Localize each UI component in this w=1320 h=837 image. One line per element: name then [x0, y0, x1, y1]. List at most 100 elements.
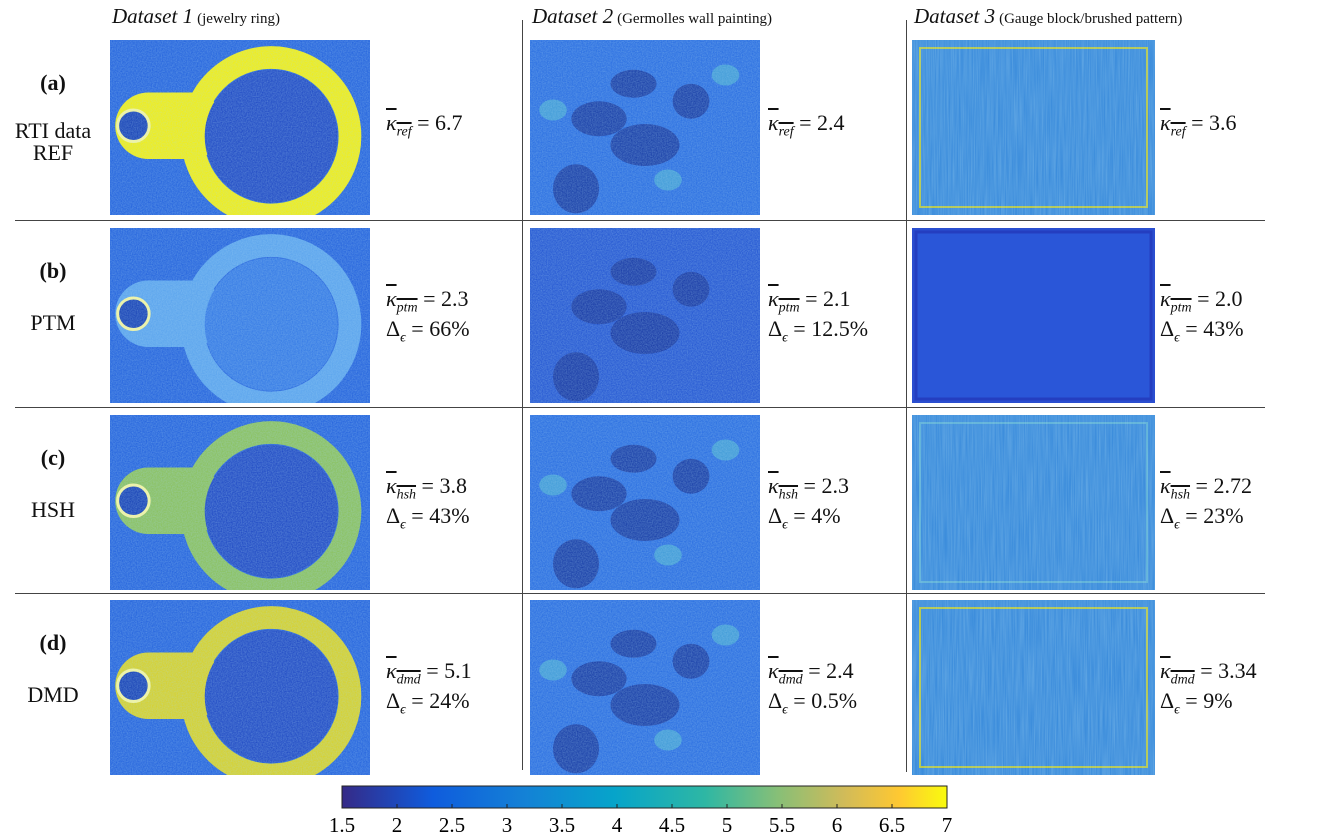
method-label: PTM [30, 310, 76, 335]
row-separator [15, 593, 1265, 594]
result-image [110, 228, 370, 403]
delta-metric: Δϵ = 4% [768, 503, 841, 533]
kappa-metric: κref = 3.6 [1160, 110, 1237, 140]
result-image [110, 40, 370, 215]
result-image [530, 600, 760, 775]
delta-metric: Δϵ = 0.5% [768, 688, 857, 718]
delta-symbol: Δϵ [1160, 688, 1180, 717]
equals: = [808, 658, 821, 683]
delta-symbol: Δϵ [768, 503, 788, 532]
kappa-metric: κhsh = 3.8 [386, 473, 467, 503]
delta-value: 43% [1203, 316, 1244, 341]
kappa-metric: κptm = 2.0 [1160, 286, 1242, 316]
method-label: HSH [30, 497, 75, 522]
kappa-subscript: hsh [396, 487, 417, 503]
delta-metric: Δϵ = 43% [386, 503, 470, 533]
kappa: κ [386, 110, 397, 135]
equals: = [793, 316, 806, 341]
row-separator [15, 220, 1265, 221]
colorbar-gradient [341, 785, 948, 809]
column-separator [522, 20, 523, 770]
result-image [530, 228, 760, 403]
delta: Δ [768, 688, 783, 713]
kappa-subscript: dmd [396, 672, 421, 688]
equals: = [793, 503, 806, 528]
delta-subscript: ϵ [1174, 517, 1180, 533]
equals: = [426, 658, 439, 683]
delta-subscript: ϵ [400, 702, 406, 718]
equals: = [411, 688, 424, 713]
kappa-metric: κref = 6.7 [386, 110, 463, 140]
delta: Δ [1160, 688, 1175, 713]
kappa: κ [1160, 286, 1171, 311]
delta-metric: Δϵ = 12.5% [768, 316, 868, 346]
column-header: Dataset 3 (Gauge block/brushed pattern) [914, 4, 1182, 29]
kappa-metric: κptm = 2.1 [768, 286, 850, 316]
colorbar-tick-label: 6 [832, 813, 843, 837]
colorbar: 1.5 2 2.5 3 3.5 4 4.5 5 5.5 6 6.5 7 [330, 785, 952, 837]
equals: = [805, 286, 818, 311]
result-image [912, 415, 1155, 590]
method-label: REF [32, 140, 74, 165]
delta-subscript: ϵ [782, 330, 788, 346]
kappa-symbol: κref [768, 110, 794, 139]
column-title: Dataset 1 [112, 4, 194, 28]
kappa: κ [768, 473, 779, 498]
kappa-value: 2.4 [817, 110, 845, 135]
kappa-subscript: dmd [1170, 672, 1195, 688]
column-subtitle: (Gauge block/brushed pattern) [999, 11, 1183, 27]
kappa-value: 6.7 [435, 110, 463, 135]
kappa-subscript: ref [396, 124, 412, 140]
kappa: κ [1160, 658, 1171, 683]
delta-symbol: Δϵ [768, 316, 788, 345]
column-title: Dataset 3 [914, 4, 996, 28]
equals: = [1185, 503, 1198, 528]
delta-value: 43% [429, 503, 470, 528]
delta-metric: Δϵ = 9% [1160, 688, 1233, 718]
delta-subscript: ϵ [782, 702, 788, 718]
delta-symbol: Δϵ [1160, 316, 1180, 345]
kappa-value: 2.3 [440, 286, 469, 311]
delta-metric: Δϵ = 23% [1160, 503, 1244, 533]
kappa-value: 2.4 [826, 658, 854, 683]
kappa-symbol: κref [386, 110, 412, 139]
kappa-metric: κhsh = 2.72 [1160, 473, 1252, 503]
kappa: κ [768, 286, 779, 311]
kappa: κ [768, 658, 779, 683]
kappa-value: 5.1 [444, 658, 472, 683]
row-label: (b) [39, 258, 67, 283]
delta: Δ [1160, 503, 1175, 528]
equals: = [793, 688, 806, 713]
colorbar-tick-label: 2 [392, 813, 403, 837]
kappa: κ [386, 473, 397, 498]
kappa-metric: κref = 2.4 [768, 110, 845, 140]
delta-metric: Δϵ = 24% [386, 688, 470, 718]
kappa-value: 3.34 [1218, 658, 1257, 683]
equals: = [411, 503, 424, 528]
method-label: DMD [27, 682, 79, 707]
delta-value: 12.5% [811, 316, 869, 341]
delta-subscript: ϵ [400, 517, 406, 533]
kappa-subscript: ref [778, 124, 794, 140]
delta-symbol: Δϵ [386, 316, 406, 345]
delta-subscript: ϵ [1174, 330, 1180, 346]
kappa: κ [768, 110, 779, 135]
kappa-symbol: κhsh [768, 473, 798, 502]
colorbar-tick-label: 5.5 [769, 813, 795, 837]
kappa-value: 2.3 [821, 473, 849, 498]
delta-value: 24% [429, 688, 470, 713]
kappa-subscript: hsh [778, 487, 799, 503]
kappa-value: 3.6 [1209, 110, 1237, 135]
delta: Δ [768, 316, 783, 341]
kappa-value: 2.0 [1214, 286, 1243, 311]
column-header: Dataset 2 (Germolles wall painting) [532, 4, 772, 29]
equals: = [411, 316, 424, 341]
delta-metric: Δϵ = 43% [1160, 316, 1244, 346]
delta-metric: Δϵ = 66% [386, 316, 470, 346]
equals: = [1185, 316, 1198, 341]
kappa: κ [1160, 110, 1171, 135]
equals: = [1195, 473, 1208, 498]
kappa-subscript: dmd [778, 672, 803, 688]
kappa-symbol: κptm [1160, 286, 1192, 315]
